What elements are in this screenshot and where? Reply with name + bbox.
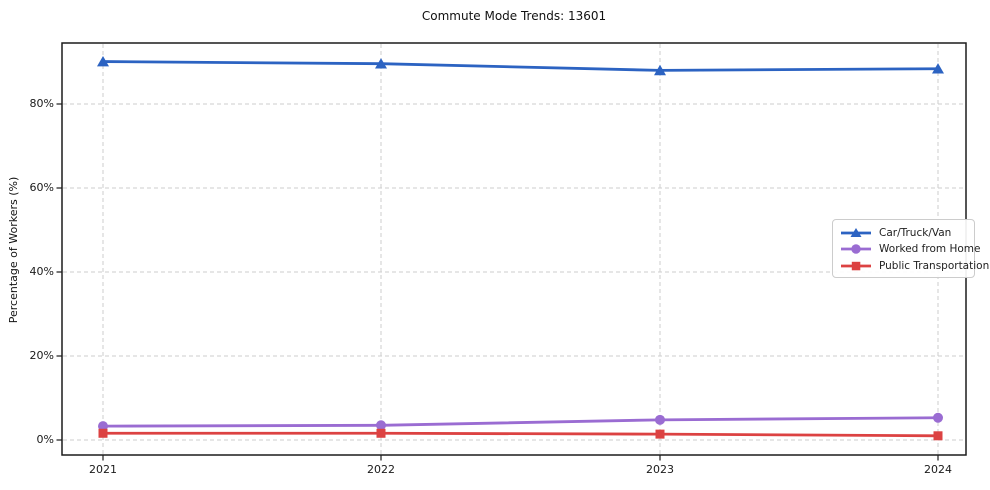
legend-item-car-truck-van: Car/Truck/Van: [840, 225, 967, 240]
data-point-worked-from-home: [655, 414, 665, 425]
legend-item-public-transportation: Public Transportation: [840, 258, 989, 273]
data-point-car-truck-van: [654, 64, 666, 76]
y-tick-label: 20%: [29, 349, 54, 362]
x-tick-label: 2022: [367, 463, 395, 476]
y-tick-label: 40%: [29, 265, 54, 278]
series-line-car-truck-van: [101, 60, 940, 72]
circle-marker-icon: [841, 244, 871, 254]
data-point-car-truck-van: [97, 55, 109, 67]
y-tick-label: 0%: [36, 433, 54, 446]
data-point-car-truck-van: [375, 58, 387, 69]
plot-border: [61, 42, 967, 456]
data-point-car-truck-van: [932, 63, 944, 74]
data-point-public-transportation: [655, 429, 665, 439]
data-point-worked-from-home: [933, 412, 943, 423]
chart-title: Commute Mode Trends: 13601: [421, 9, 607, 23]
data-point-worked-from-home: [98, 421, 108, 432]
square-marker-icon: [841, 261, 871, 270]
triangle-marker-icon: [841, 227, 871, 237]
series-line-worked-from-home: [101, 416, 940, 428]
legend-label: Worked from Home: [879, 243, 981, 255]
data-point-public-transportation: [376, 428, 386, 438]
legend: Car/Truck/Van Worked from Home Public Tr…: [832, 219, 989, 278]
series-line-public-transportation: [101, 431, 940, 438]
data-point-public-transportation: [98, 428, 108, 438]
y-tick-label: 60%: [29, 181, 54, 194]
legend-label: Public Transportation: [879, 259, 990, 272]
legend-item-worked-from-home: Worked from Home: [840, 242, 980, 257]
y-tick-label: 80%: [29, 97, 54, 110]
legend-label: Car/Truck/Van: [879, 226, 952, 239]
data-point-public-transportation: [933, 431, 943, 441]
x-tick-label: 2023: [646, 463, 674, 476]
x-tick-label: 2021: [89, 463, 117, 476]
data-point-worked-from-home: [376, 420, 386, 431]
x-tick-label: 2024: [924, 463, 952, 476]
